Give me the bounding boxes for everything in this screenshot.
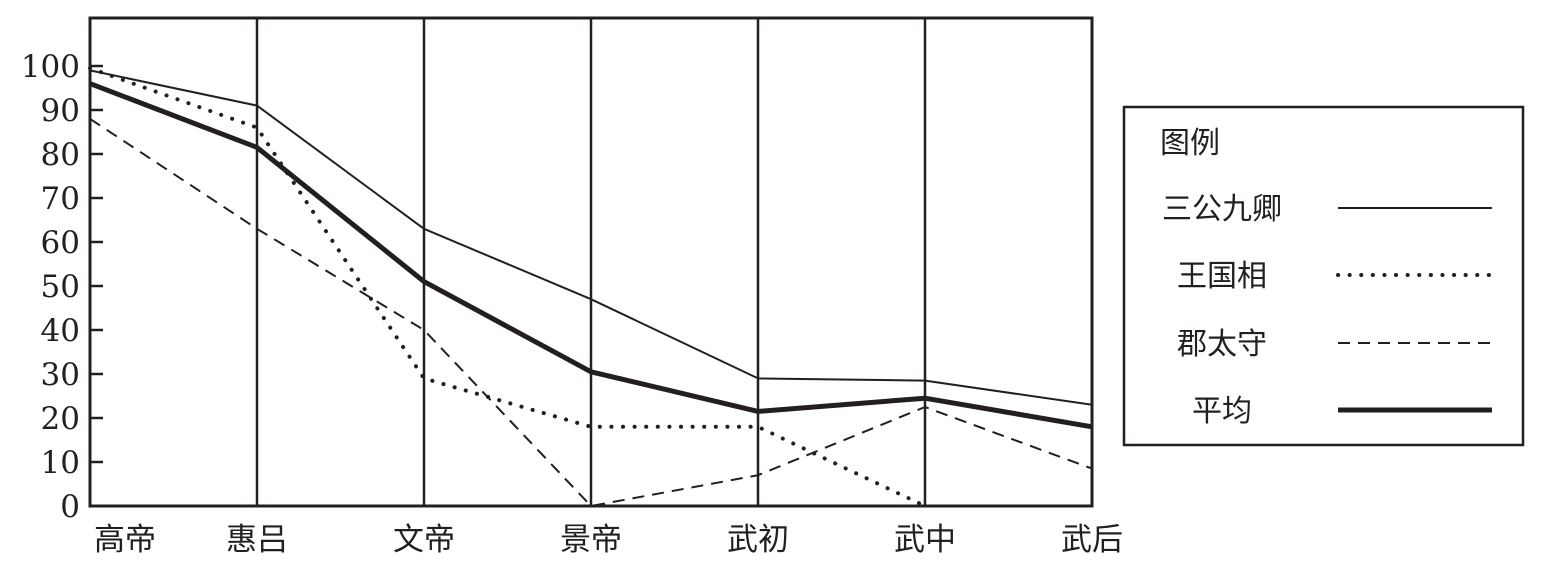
y-tick-label: 30 — [41, 357, 80, 393]
legend-label: 平均 — [1192, 394, 1252, 429]
y-tick-label: 60 — [41, 225, 80, 261]
y-tick-label: 70 — [41, 181, 80, 217]
x-tick-label: 武中 — [894, 522, 956, 558]
y-tick-label: 10 — [41, 445, 80, 481]
y-tick-label: 20 — [41, 401, 80, 437]
y-tick-label: 100 — [21, 49, 80, 85]
legend-title: 图例 — [1160, 126, 1220, 161]
series-line-1 — [89, 69, 1093, 406]
x-tick-label: 高帝 — [94, 522, 156, 558]
y-tick-label: 0 — [60, 489, 80, 525]
legend-label: 三公九卿 — [1162, 192, 1282, 227]
y-tick-label: 40 — [41, 313, 80, 349]
series-line-4 — [89, 81, 1093, 430]
legend-box — [1122, 105, 1525, 447]
series-line-3 — [89, 117, 1093, 507]
x-tick-label: 武初 — [727, 522, 789, 558]
y-tick-label: 90 — [41, 93, 80, 129]
y-tick-label: 80 — [41, 137, 80, 173]
x-tick-label: 景帝 — [560, 522, 622, 558]
legend-label: 郡太守 — [1177, 327, 1267, 362]
x-tick-label: 惠吕 — [226, 522, 288, 558]
y-tick-label: 50 — [41, 269, 80, 305]
x-tick-label: 武后 — [1061, 522, 1123, 558]
x-tick-label: 文帝 — [393, 522, 455, 558]
legend-label: 王国相 — [1177, 259, 1267, 294]
